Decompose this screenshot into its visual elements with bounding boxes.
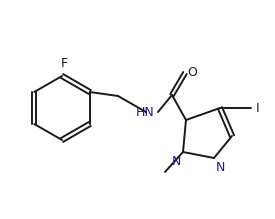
Text: I: I bbox=[256, 101, 260, 115]
Text: N: N bbox=[172, 155, 181, 168]
Text: N: N bbox=[216, 161, 225, 174]
Text: F: F bbox=[60, 57, 68, 70]
Text: HN: HN bbox=[136, 106, 155, 118]
Text: O: O bbox=[187, 67, 197, 79]
